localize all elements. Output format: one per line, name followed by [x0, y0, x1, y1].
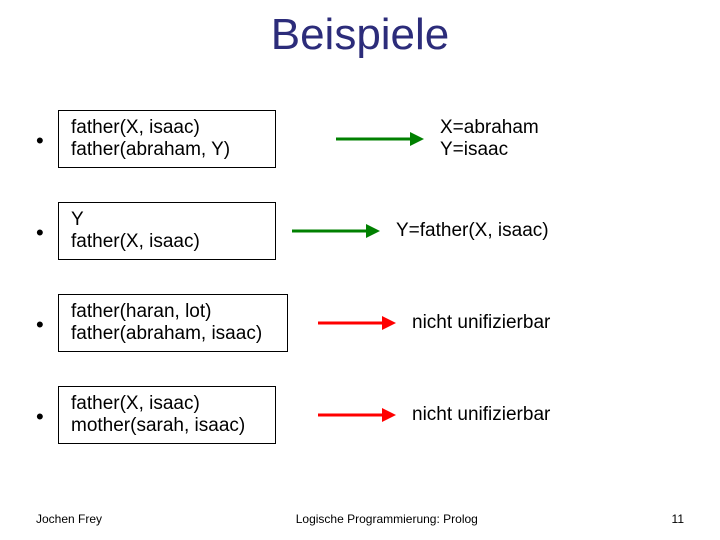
result-line: Y=father(X, isaac) [396, 220, 549, 242]
bullet-icon: • [36, 218, 58, 244]
term-line: father(abraham, Y) [71, 139, 263, 161]
term-box: father(haran, lot)father(abraham, isaac) [58, 294, 288, 352]
result-line: Y=isaac [440, 139, 539, 161]
term-line: father(X, isaac) [71, 117, 263, 139]
term-box: father(X, isaac)father(abraham, Y) [58, 110, 276, 168]
term-line: father(haran, lot) [71, 301, 275, 323]
term-line: father(abraham, isaac) [71, 323, 275, 345]
result-text: nicht unifizierbar [412, 312, 550, 334]
example-row: •Yfather(X, isaac)Y=father(X, isaac) [36, 202, 684, 260]
bullet-icon: • [36, 310, 58, 336]
example-row: •father(X, isaac)mother(sarah, isaac)nic… [36, 386, 684, 444]
arrow-icon [336, 129, 424, 149]
term-line: father(X, isaac) [71, 393, 263, 415]
term-line: mother(sarah, isaac) [71, 415, 263, 437]
result-text: X=abrahamY=isaac [440, 117, 539, 161]
result-text: Y=father(X, isaac) [396, 220, 549, 242]
result-text: nicht unifizierbar [412, 404, 550, 426]
result-line: nicht unifizierbar [412, 404, 550, 426]
result-line: X=abraham [440, 117, 539, 139]
result-line: nicht unifizierbar [412, 312, 550, 334]
example-row: •father(haran, lot)father(abraham, isaac… [36, 294, 684, 352]
example-row: •father(X, isaac)father(abraham, Y)X=abr… [36, 110, 684, 168]
arrow-icon [292, 221, 380, 241]
footer-page-number: 11 [672, 512, 684, 526]
term-box: Yfather(X, isaac) [58, 202, 276, 260]
term-box: father(X, isaac)mother(sarah, isaac) [58, 386, 276, 444]
slide-footer: Jochen Frey Logische Programmierung: Pro… [36, 512, 684, 526]
slide: Beispiele Jochen Frey Logische Programmi… [0, 0, 720, 540]
footer-author: Jochen Frey [36, 512, 102, 526]
bullet-icon: • [36, 126, 58, 152]
bullet-icon: • [36, 402, 58, 428]
arrow-icon [318, 405, 396, 425]
term-line: Y [71, 209, 263, 231]
arrow-icon [318, 313, 396, 333]
term-line: father(X, isaac) [71, 231, 263, 253]
slide-title: Beispiele [0, 10, 720, 60]
footer-course: Logische Programmierung: Prolog [296, 512, 478, 526]
